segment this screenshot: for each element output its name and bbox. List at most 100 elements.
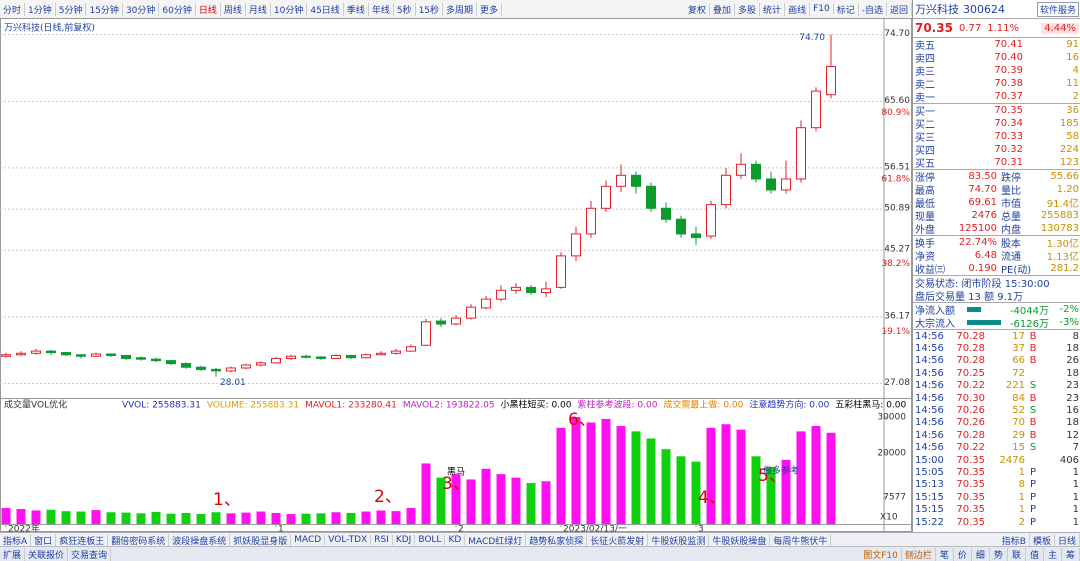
indicator-tab[interactable]: 抓妖股显身版 [230, 533, 292, 547]
indicator-tab[interactable]: 翻倍密码系统 [108, 533, 170, 547]
quote-cell: 70.38 [994, 78, 1023, 89]
candle-body [511, 286, 521, 291]
period-button[interactable]: 季线 [344, 2, 369, 16]
handwritten-note: 6、 [568, 410, 596, 430]
period-button[interactable]: 月线 [246, 2, 271, 16]
period-button[interactable]: 年线 [369, 2, 394, 16]
volume-bar [796, 431, 806, 524]
quote-cell: P [1029, 491, 1037, 503]
status-button[interactable]: 势 [990, 547, 1008, 561]
quote-row: 15:15 70.35 1 P 1 [913, 503, 1080, 515]
status-button[interactable]: 价 [954, 547, 972, 561]
volume-bar [631, 431, 641, 524]
quote-cell: 17 [1012, 330, 1025, 342]
quote-cell: 1 [1072, 466, 1079, 478]
action-button[interactable]: F10 [810, 4, 834, 14]
period-button[interactable]: 30分钟 [123, 2, 160, 16]
indicator-tab[interactable]: KDJ [393, 535, 416, 545]
quote-row: 净流入额 -4044万 -2% [913, 302, 1080, 317]
indicator-tab[interactable]: VOL-TDX [325, 535, 372, 545]
status-button[interactable]: 笔 [936, 547, 954, 561]
period-button[interactable]: 5分钟 [56, 2, 87, 16]
candle-body [661, 207, 671, 220]
status-button[interactable]: 主 [1044, 547, 1062, 561]
candle-body [376, 352, 386, 356]
status-button[interactable]: 值 [1026, 547, 1044, 561]
period-button[interactable]: 日线 [196, 2, 221, 16]
quote-cell: B [1029, 355, 1037, 367]
period-button[interactable]: 周线 [221, 2, 246, 16]
quote-cell: 406 [1059, 454, 1079, 466]
quote-cell: 市值 [1001, 199, 1021, 210]
indicator-tab[interactable]: 窗口 [31, 533, 57, 547]
indicator-tab[interactable]: 趋势私家侦探 [526, 533, 588, 547]
status-button[interactable]: 侧边栏 [902, 547, 936, 561]
indicator-tab[interactable]: 指标B [999, 533, 1030, 547]
volume-bar [526, 483, 536, 524]
quote-cell: 74.70 [968, 184, 997, 195]
volume-bar [586, 422, 596, 524]
action-button[interactable]: -自选 [859, 2, 887, 16]
volume-bar [286, 514, 296, 524]
indicator-tab[interactable]: RSI [371, 535, 393, 545]
indicator-tab[interactable]: 长征火箭发射 [587, 533, 649, 547]
period-button[interactable]: 更多 [477, 2, 503, 16]
indicator-tab[interactable]: 牛股妖股操盘 [709, 533, 771, 547]
indicator-tab[interactable]: 日线 [1055, 533, 1080, 547]
quote-cell: P [1029, 479, 1037, 491]
period-button[interactable]: 15秒 [416, 2, 444, 16]
quote-cell: 70.35 [956, 454, 985, 466]
volume-bar [361, 511, 371, 524]
action-button[interactable]: 叠加 [710, 2, 736, 16]
action-button[interactable]: 返回 [887, 2, 912, 16]
indicator-tab[interactable]: 牛股妖股监测 [648, 533, 710, 547]
indicator-tab[interactable]: 每周牛熊伏牛 [770, 533, 832, 547]
action-button[interactable]: 标记 [834, 2, 859, 16]
indicator-tab[interactable]: 疯狂连板王 [56, 533, 109, 547]
action-button[interactable]: 多股 [735, 2, 761, 16]
period-button[interactable]: 分时 [0, 2, 26, 16]
indicator-tab[interactable]: MACD [291, 535, 326, 545]
status-button[interactable]: 筹 [1062, 547, 1080, 561]
quote-cell: 14:56 [915, 380, 944, 392]
period-button[interactable]: 15分钟 [86, 2, 123, 16]
action-button[interactable]: 复权 [685, 2, 711, 16]
volume-bar [151, 511, 161, 524]
quote-cell: 14:56 [915, 367, 944, 379]
quote-row: 涨停 83.50 跌停 55.66 [913, 169, 1080, 184]
quote-cell: 最高 [915, 186, 935, 197]
status-button[interactable]: 细 [972, 547, 990, 561]
indicator-tab[interactable]: 波段操盘系统 [169, 533, 231, 547]
status-button[interactable]: 扩展 [0, 547, 26, 561]
period-button[interactable]: 多周期 [443, 2, 478, 16]
volume-bar [646, 438, 656, 524]
status-button[interactable]: 交易查询 [68, 547, 112, 561]
status-button[interactable]: 关联报价 [25, 547, 69, 561]
indicator-tab[interactable]: 模板 [1030, 533, 1055, 547]
quote-row: 大宗流入 -6126万 -3% [913, 316, 1080, 330]
period-button[interactable]: 5秒 [394, 2, 416, 16]
candle-body [391, 350, 401, 354]
period-button[interactable]: 1分钟 [25, 2, 56, 16]
period-button[interactable]: 10分钟 [271, 2, 308, 16]
volume-bar [496, 474, 506, 524]
period-button[interactable]: 45日线 [307, 2, 344, 16]
x-tick-label: 1 [278, 525, 284, 533]
action-button[interactable]: 统计 [760, 2, 786, 16]
status-button[interactable]: 图文F10 [860, 547, 902, 561]
quote-cell: 1 [1072, 479, 1079, 491]
action-button[interactable]: 画线 [785, 2, 811, 16]
volume-bar [121, 512, 131, 524]
quote-cell: 0.190 [968, 263, 997, 274]
status-button[interactable]: 联 [1008, 547, 1026, 561]
indicator-tab[interactable]: BOLL [415, 535, 446, 545]
quote-row: 最高 74.70 量比 1.20 [913, 183, 1080, 197]
indicator-tab[interactable]: MACD红绿灯 [465, 533, 527, 547]
period-button[interactable]: 60分钟 [159, 2, 196, 16]
quote-row: 14:56 70.25 72 18 [913, 367, 1080, 379]
indicator-tab[interactable]: KD [445, 535, 466, 545]
y-tick-label: 7577 [883, 493, 906, 503]
quote-cell: 255883 [1040, 210, 1079, 221]
quote-cell: 70.35 [956, 516, 985, 528]
indicator-tab[interactable]: 指标A [0, 533, 32, 547]
